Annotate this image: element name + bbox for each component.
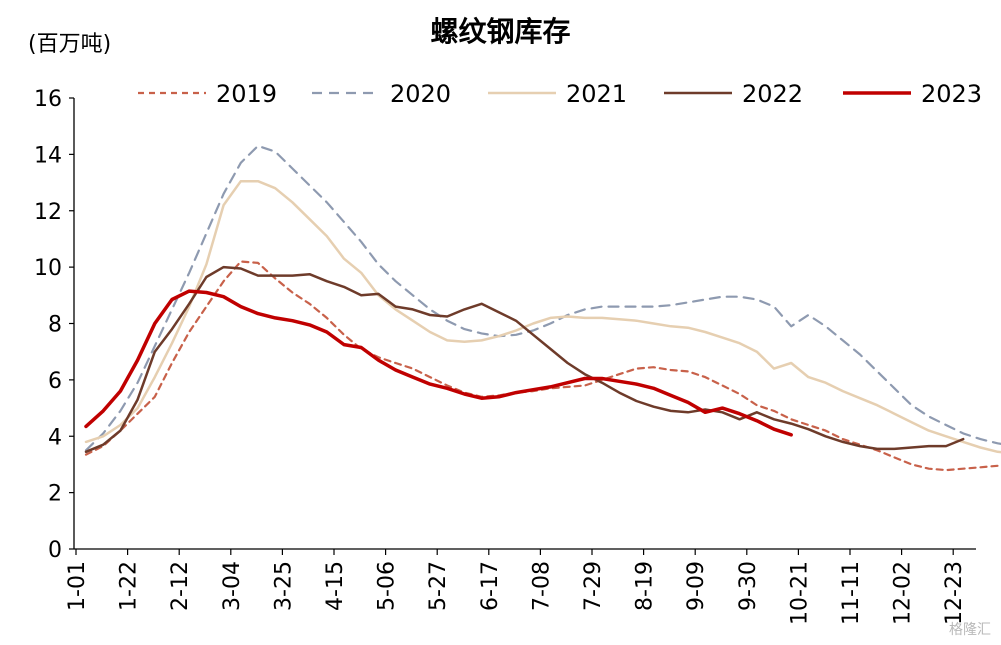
legend-label-2020: 2020 <box>390 80 451 108</box>
series-line-2019 <box>84 260 1001 472</box>
x-tick-label: 4-15 <box>323 561 348 611</box>
y-tick-label: 6 <box>48 369 62 394</box>
x-tick-label: 9-30 <box>736 561 761 611</box>
series-line-2023 <box>84 289 793 437</box>
series-line-2022 <box>84 265 965 454</box>
x-tick-label: 11-11 <box>839 561 864 625</box>
x-tick-label: 5-06 <box>375 561 400 611</box>
x-tick-label: 3-04 <box>220 561 245 611</box>
x-tick-label: 9-09 <box>684 561 709 611</box>
x-tick-label: 10-21 <box>787 561 812 625</box>
x-tick-label: 12-02 <box>891 561 916 625</box>
y-tick-label: 12 <box>34 200 62 225</box>
series-line-2020 <box>84 144 1001 452</box>
x-tick-label: 8-19 <box>633 561 658 611</box>
legend-label-2023: 2023 <box>921 80 982 108</box>
chart-title: 螺纹钢库存 <box>430 15 571 48</box>
y-tick-label: 14 <box>34 143 62 168</box>
y-tick-label: 8 <box>48 313 62 338</box>
x-tick-label: 6-17 <box>478 561 503 611</box>
legend-label-2019: 2019 <box>216 80 277 108</box>
y-tick-label: 10 <box>34 256 62 281</box>
legend-label-2021: 2021 <box>566 80 627 108</box>
x-tick-label: 1-01 <box>65 561 90 611</box>
y-tick-label: 0 <box>48 538 62 563</box>
y-tick-label: 2 <box>48 482 62 507</box>
x-tick-label: 2-12 <box>168 561 193 611</box>
series-line-2021 <box>84 179 1001 454</box>
x-tick-label: 5-27 <box>426 561 451 611</box>
legend-label-2022: 2022 <box>742 80 803 108</box>
x-tick-label: 3-25 <box>271 561 296 611</box>
x-tick-label: 1-22 <box>117 561 142 611</box>
y-tick-label: 4 <box>48 425 62 450</box>
x-tick-label: 7-08 <box>529 561 554 611</box>
y-axis-unit-label: (百万吨) <box>28 32 112 57</box>
x-tick-label: 12-23 <box>942 561 967 625</box>
y-tick-label: 16 <box>34 87 62 112</box>
watermark-logo: 格隆汇 <box>949 622 991 638</box>
x-tick-label: 7-29 <box>581 561 606 611</box>
